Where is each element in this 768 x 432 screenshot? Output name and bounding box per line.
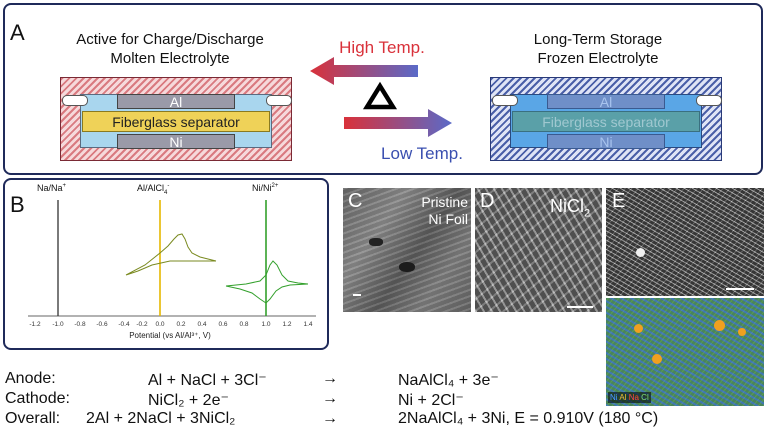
seal-right-molten	[266, 95, 292, 106]
ref-ni-sup: 2+	[271, 183, 279, 189]
al-electrode-molten: Al	[117, 94, 235, 109]
tick-label: -0.4	[118, 321, 130, 328]
panel-c-label: C	[348, 190, 363, 212]
al-electrode-frozen: Al	[547, 94, 665, 109]
ref-ni-label: Ni/Ni2+	[252, 183, 278, 193]
eds-texture	[606, 298, 764, 406]
x-axis-label: Potential (vs Al/Al³⁺, V)	[129, 331, 211, 340]
ni-electrode-frozen: Ni	[547, 134, 665, 149]
eq-anode-right: NaAlCl₄ + 3e⁻	[398, 372, 499, 389]
ni-electrode-molten: Ni	[117, 134, 235, 149]
eq-cathode-left: NiCl₂ + 2e⁻	[148, 392, 229, 409]
ref-na-sup: +	[62, 183, 67, 189]
panel-d-label: D	[480, 190, 495, 212]
panel-e-label: E	[612, 190, 626, 212]
tick-label: -1.0	[52, 321, 64, 328]
right-cell-title: Long-Term Storage Frozen Electrolyte	[468, 30, 728, 68]
right-title-line-1: Long-Term Storage	[533, 31, 663, 48]
panel-a-label: A	[10, 20, 25, 45]
ref-al-label: Al/AlCl4-	[137, 183, 169, 196]
ref-al-sub: 4	[164, 189, 168, 196]
separator-molten: Fiberglass separator	[82, 111, 270, 132]
panel-b	[3, 178, 329, 350]
x-ticks: -1.2 -1.0 -0.8 -0.6 -0.4 -0.2 0.0 0.2 0.…	[29, 321, 312, 328]
panel-b-label: B	[10, 192, 25, 217]
panel-c-caption-line-2: Ni Foil	[428, 211, 468, 227]
eq-anode-name: Anode:	[5, 370, 56, 387]
sem-texture	[343, 188, 471, 312]
tick-label: 1.0	[261, 321, 270, 328]
eq-cathode-arrow: →	[322, 390, 338, 407]
panel-c-caption: Pristine Ni Foil	[396, 194, 468, 228]
legend-na: Na	[628, 393, 639, 402]
scale-bar	[567, 306, 593, 308]
seal-left-frozen	[492, 95, 518, 106]
eq-cathode-name: Cathode:	[5, 390, 70, 407]
eds-legend: Ni Al Na Cl	[608, 392, 651, 403]
temperature-arrows	[310, 57, 452, 137]
panel-d-caption-text: NiCl	[550, 196, 584, 216]
na-particle	[652, 354, 662, 364]
eq-overall-arrow: →	[322, 410, 338, 427]
surface-pit	[399, 262, 415, 272]
scale-bar	[353, 294, 361, 296]
particle	[636, 248, 645, 257]
tick-label: 0.4	[197, 321, 206, 328]
eq-overall-left: 2Al + 2NaCl + 3NiCl₂	[86, 410, 236, 427]
ni-cv-curve	[225, 260, 309, 304]
eq-anode-arrow: →	[322, 370, 338, 387]
delta-triangle	[362, 81, 398, 110]
panel-d-caption-sub: 2	[584, 207, 591, 220]
separator-frozen: Fiberglass separator	[512, 111, 700, 132]
right-title-line-2: Frozen Electrolyte	[537, 50, 659, 67]
eq-cathode-right: Ni + 2Cl⁻	[398, 392, 464, 409]
sem-image-nicl2	[475, 188, 602, 312]
surface-pit	[369, 238, 383, 246]
tick-label: 0.2	[176, 321, 185, 328]
legend-al: Al	[619, 393, 627, 402]
na-particle	[714, 320, 725, 331]
panel-a	[3, 3, 763, 175]
legend-ni: Ni	[610, 393, 618, 402]
ref-na-text: Na/Na	[37, 183, 63, 193]
arrow-to-molten	[310, 57, 418, 85]
sem-image-cycled	[606, 188, 764, 296]
ref-ni-text: Ni/Ni	[252, 183, 272, 193]
scale-bar	[726, 288, 754, 290]
crystal-texture	[475, 188, 602, 312]
eds-map: Ni Al Na Cl	[606, 298, 764, 406]
legend-cl: Cl	[641, 393, 649, 402]
left-title-line-2: Molten Electrolyte	[110, 50, 230, 67]
arrow-to-frozen	[344, 109, 452, 137]
panel-c-caption-line-1: Pristine	[421, 194, 468, 210]
sem-image-pristine-ni	[343, 188, 471, 312]
left-title-line-1: Active for Charge/Discharge	[76, 31, 264, 48]
low-temp-label: Low Temp.	[381, 144, 463, 163]
eq-overall-name: Overall:	[5, 410, 61, 427]
tick-label: 0.0	[155, 321, 164, 328]
sem-texture	[606, 188, 764, 296]
eq-anode-left: Al + NaCl + 3Cl⁻	[148, 372, 267, 389]
panel-d-caption: NiCl2	[550, 196, 590, 220]
high-temp-label: High Temp.	[339, 38, 425, 57]
tick-label: 0.8	[239, 321, 248, 328]
tick-label: 0.6	[218, 321, 227, 328]
tick-label: 1.4	[303, 321, 312, 328]
tick-label: -0.6	[96, 321, 108, 328]
na-particle	[634, 324, 643, 333]
seal-right-frozen	[696, 95, 722, 106]
al-cv-curve	[125, 233, 217, 276]
tick-label: 1.2	[282, 321, 291, 328]
tick-label: -0.2	[136, 321, 148, 328]
na-particle	[738, 328, 746, 336]
eq-overall-right: 2NaAlCl₄ + 3Ni, E = 0.910V (180 °C)	[398, 410, 659, 427]
cv-plot: -1.2 -1.0 -0.8 -0.6 -0.4 -0.2 0.0 0.2 0.…	[28, 200, 316, 340]
ref-al-sup: -	[167, 183, 170, 189]
ref-al-text: Al/AlCl	[137, 183, 165, 193]
tick-label: -1.2	[29, 321, 41, 328]
seal-left-molten	[62, 95, 88, 106]
ref-na-label: Na/Na+	[37, 183, 66, 193]
tick-label: -0.8	[74, 321, 86, 328]
left-cell-title: Active for Charge/Discharge Molten Elect…	[40, 30, 300, 68]
